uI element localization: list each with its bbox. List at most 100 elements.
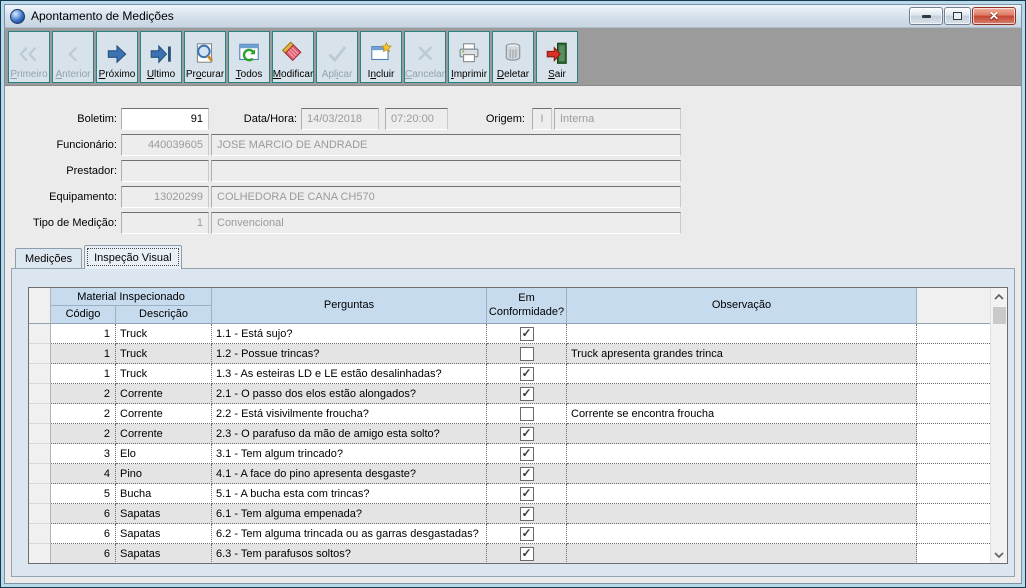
prestador-code-field[interactable] <box>121 160 209 182</box>
cell-observacao[interactable] <box>567 484 917 504</box>
cell-codigo[interactable]: 1 <box>51 364 116 384</box>
conformidade-checkbox[interactable] <box>519 366 534 381</box>
cell-observacao[interactable]: Corrente se encontra froucha <box>567 404 917 424</box>
cell-observacao[interactable] <box>567 504 917 524</box>
conformidade-checkbox[interactable] <box>519 386 534 401</box>
toolbar-button-modificar[interactable]: Modificar <box>272 30 314 83</box>
minimize-button[interactable] <box>909 7 943 25</box>
conformidade-checkbox[interactable] <box>519 326 534 341</box>
tab-inspecao-visual[interactable]: Inspeção Visual <box>84 245 182 269</box>
row-selector[interactable] <box>29 344 51 364</box>
cell-descricao[interactable]: Truck <box>116 364 212 384</box>
scrollbar-thumb[interactable] <box>993 307 1006 324</box>
cell-codigo[interactable]: 3 <box>51 444 116 464</box>
cell-observacao[interactable] <box>567 384 917 404</box>
toolbar-button-ultimo[interactable]: Ultimo <box>140 30 182 83</box>
row-selector[interactable] <box>29 324 51 344</box>
conformidade-checkbox[interactable] <box>519 406 534 421</box>
cell-codigo[interactable]: 2 <box>51 404 116 424</box>
boletim-field[interactable]: 91 <box>121 108 209 130</box>
cell-pergunta[interactable]: 5.1 - A bucha esta com trincas? <box>212 484 487 504</box>
cell-descricao[interactable]: Corrente <box>116 384 212 404</box>
row-selector[interactable] <box>29 384 51 404</box>
cell-descricao[interactable]: Elo <box>116 444 212 464</box>
cell-descricao[interactable]: Truck <box>116 344 212 364</box>
tipo-medicao-code-field[interactable]: 1 <box>121 212 209 234</box>
conformidade-checkbox[interactable] <box>519 526 534 541</box>
row-selector[interactable] <box>29 364 51 384</box>
toolbar-button-deletar[interactable]: Deletar <box>492 30 534 83</box>
cell-pergunta[interactable]: 1.1 - Está sujo? <box>212 324 487 344</box>
tab-medicoes[interactable]: Medições <box>15 248 83 268</box>
cell-codigo[interactable]: 1 <box>51 324 116 344</box>
row-selector[interactable] <box>29 404 51 424</box>
grid-vertical-scrollbar[interactable] <box>990 288 1007 563</box>
cell-pergunta[interactable]: 4.1 - A face do pino apresenta desgaste? <box>212 464 487 484</box>
cell-descricao[interactable]: Corrente <box>116 404 212 424</box>
cell-pergunta[interactable]: 3.1 - Tem algum trincado? <box>212 444 487 464</box>
row-selector[interactable] <box>29 464 51 484</box>
cell-pergunta[interactable]: 2.3 - O parafuso da mão de amigo esta so… <box>212 424 487 444</box>
cell-descricao[interactable]: Sapatas <box>116 524 212 544</box>
cell-pergunta[interactable]: 1.2 - Possue trincas? <box>212 344 487 364</box>
cell-descricao[interactable]: Sapatas <box>116 504 212 524</box>
cell-codigo[interactable]: 2 <box>51 424 116 444</box>
cell-descricao[interactable]: Pino <box>116 464 212 484</box>
cell-codigo[interactable]: 5 <box>51 484 116 504</box>
row-selector[interactable] <box>29 444 51 464</box>
cell-codigo[interactable]: 6 <box>51 504 116 524</box>
cell-pergunta[interactable]: 2.1 - O passo dos elos estão alongados? <box>212 384 487 404</box>
cell-pergunta[interactable]: 6.3 - Tem parafusos soltos? <box>212 544 487 563</box>
toolbar-button-imprimir[interactable]: Imprimir <box>448 30 490 83</box>
cell-observacao[interactable] <box>567 424 917 444</box>
cell-descricao[interactable]: Corrente <box>116 424 212 444</box>
conformidade-checkbox[interactable] <box>519 346 534 361</box>
row-selector[interactable] <box>29 544 51 563</box>
conformidade-checkbox[interactable] <box>519 486 534 501</box>
toolbar-button-sair[interactable]: Sair <box>536 30 578 83</box>
cell-descricao[interactable]: Bucha <box>116 484 212 504</box>
row-selector[interactable] <box>29 504 51 524</box>
tipo-medicao-name-field[interactable]: Convencional <box>211 212 681 234</box>
row-selector[interactable] <box>29 424 51 444</box>
cell-observacao[interactable]: Truck apresenta grandes trinca <box>567 344 917 364</box>
cell-observacao[interactable] <box>567 524 917 544</box>
cell-observacao[interactable] <box>567 324 917 344</box>
conformidade-checkbox[interactable] <box>519 426 534 441</box>
toolbar-button-proximo[interactable]: Próximo <box>96 30 138 83</box>
scroll-down-icon[interactable] <box>991 546 1007 563</box>
conformidade-checkbox[interactable] <box>519 506 534 521</box>
cell-pergunta[interactable]: 1.3 - As esteiras LD e LE estão desalinh… <box>212 364 487 384</box>
hora-field[interactable]: 07:20:00 <box>385 108 448 130</box>
funcionario-name-field[interactable]: JOSE MARCIO DE ANDRADE <box>211 134 681 156</box>
row-selector[interactable] <box>29 484 51 504</box>
equipamento-code-field[interactable]: 13020299 <box>121 186 209 208</box>
cell-descricao[interactable]: Truck <box>116 324 212 344</box>
cell-observacao[interactable] <box>567 544 917 563</box>
cell-pergunta[interactable]: 6.1 - Tem alguma empenada? <box>212 504 487 524</box>
scroll-up-icon[interactable] <box>991 288 1007 305</box>
equipamento-name-field[interactable]: COLHEDORA DE CANA CH570 <box>211 186 681 208</box>
cell-observacao[interactable] <box>567 464 917 484</box>
cell-descricao[interactable]: Sapatas <box>116 544 212 563</box>
cell-codigo[interactable]: 4 <box>51 464 116 484</box>
cell-codigo[interactable]: 6 <box>51 544 116 563</box>
origem-code-field[interactable]: I <box>532 108 552 130</box>
cell-codigo[interactable]: 1 <box>51 344 116 364</box>
conformidade-checkbox[interactable] <box>519 546 534 561</box>
cell-codigo[interactable]: 6 <box>51 524 116 544</box>
data-field[interactable]: 14/03/2018 <box>301 108 379 130</box>
funcionario-code-field[interactable]: 440039605 <box>121 134 209 156</box>
cell-pergunta[interactable]: 6.2 - Tem alguma trincada ou as garras d… <box>212 524 487 544</box>
cell-observacao[interactable] <box>567 444 917 464</box>
toolbar-button-procurar[interactable]: Procurar <box>184 30 226 83</box>
cell-pergunta[interactable]: 2.2 - Está visivilmente froucha? <box>212 404 487 424</box>
maximize-button[interactable] <box>944 7 971 25</box>
row-selector[interactable] <box>29 524 51 544</box>
conformidade-checkbox[interactable] <box>519 466 534 481</box>
close-button[interactable]: ✕ <box>972 7 1016 25</box>
cell-codigo[interactable]: 2 <box>51 384 116 404</box>
toolbar-button-todos[interactable]: Todos <box>228 30 270 83</box>
origem-name-field[interactable]: Interna <box>554 108 681 130</box>
prestador-name-field[interactable] <box>211 160 681 182</box>
